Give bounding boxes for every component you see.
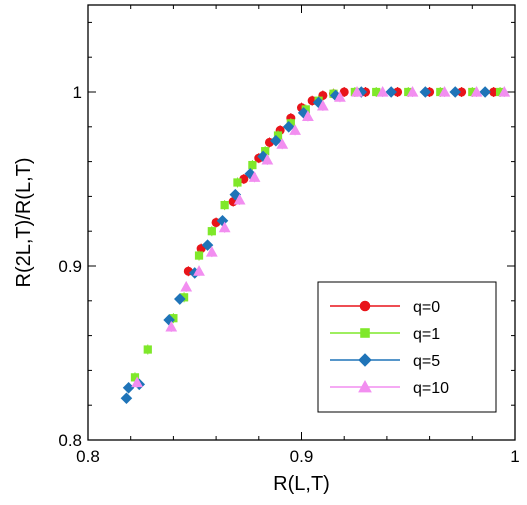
- data-point: [120, 392, 133, 405]
- legend-marker: [360, 328, 370, 338]
- data-point: [218, 221, 231, 233]
- data-point: [276, 138, 289, 149]
- data-point: [194, 251, 204, 260]
- data-point: [233, 178, 242, 187]
- data-point: [406, 85, 419, 97]
- data-point: [385, 86, 397, 98]
- data-point: [289, 124, 301, 135]
- data-point: [193, 265, 205, 276]
- data-marks: [120, 85, 511, 405]
- data-point: [270, 134, 282, 147]
- data-point: [122, 382, 135, 394]
- data-point: [207, 227, 216, 236]
- series-q=0: [183, 87, 499, 277]
- legend-item: q=10: [330, 380, 449, 397]
- data-point: [261, 153, 274, 165]
- data-point: [220, 200, 229, 210]
- data-point: [131, 376, 144, 388]
- legend-item: q=0: [330, 299, 440, 316]
- data-point: [419, 86, 432, 98]
- data-point: [165, 320, 178, 332]
- legend: q=0 q=1 q=5 q=10: [317, 281, 497, 413]
- data-point: [282, 121, 295, 133]
- legend-item: q=5: [330, 353, 440, 370]
- legend-item: q=1: [330, 326, 440, 343]
- data-point: [498, 85, 511, 97]
- x-tick-label: 0.9: [290, 447, 314, 466]
- data-point: [334, 91, 346, 102]
- data-point: [174, 293, 186, 305]
- data-point: [479, 86, 491, 98]
- legend-label: q=5: [413, 353, 440, 370]
- series-q=5: [120, 86, 491, 405]
- series-q=10: [131, 85, 511, 388]
- x-axis-label: R(L,T): [273, 473, 330, 495]
- legend-label: q=0: [413, 299, 440, 316]
- legend-marker: [358, 353, 372, 367]
- y-tick-label: 0.8: [58, 431, 82, 450]
- data-point: [143, 345, 152, 354]
- x-tick-label: 1: [510, 447, 519, 466]
- data-point: [449, 86, 462, 98]
- data-point: [351, 85, 363, 97]
- legend-marker: [358, 380, 372, 393]
- y-tick-label: 0.9: [58, 257, 82, 276]
- data-point: [180, 280, 193, 292]
- axis-tick-labels: 0.8 0.9 1 0.8 0.9 1: [58, 83, 519, 466]
- legend-label: q=1: [413, 326, 440, 343]
- data-point: [248, 171, 261, 182]
- data-point: [470, 85, 483, 97]
- data-point: [438, 85, 451, 97]
- axis-ticks: [87, 5, 516, 441]
- y-tick-label: 1: [73, 83, 82, 102]
- data-point: [376, 85, 389, 97]
- x-tick-label: 0.8: [76, 447, 100, 466]
- data-point: [248, 160, 257, 170]
- data-point: [316, 99, 329, 111]
- legend-label: q=10: [413, 380, 449, 397]
- y-axis-label: R(2L,T)/R(L,T): [13, 158, 35, 288]
- data-point: [233, 193, 246, 205]
- legend-marker: [359, 300, 371, 312]
- data-point: [201, 239, 214, 251]
- legend-box: [317, 281, 497, 413]
- data-point: [205, 246, 218, 257]
- data-point: [302, 110, 314, 121]
